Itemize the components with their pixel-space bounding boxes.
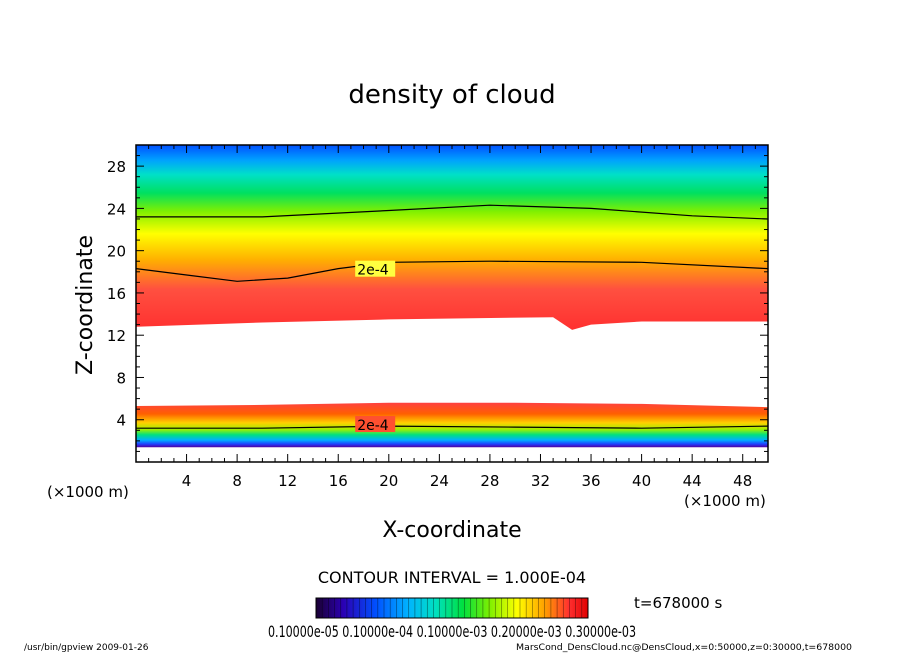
- plot-area: 2e-4 2e-4: [136, 145, 768, 448]
- contour-label-bg: [355, 260, 396, 277]
- x-tick-label: 40: [632, 472, 651, 490]
- x-tick-label: 8: [232, 472, 242, 490]
- x-tick-label: 48: [733, 472, 752, 490]
- footer-left: /usr/bin/gpview 2009-01-26: [24, 643, 149, 653]
- lower-cloud-layer: [136, 402, 768, 448]
- y-tick-label: 16: [107, 285, 126, 303]
- colorbar-tick-lines: [321, 598, 583, 618]
- contour-line-lower-2e-4: [136, 425, 768, 429]
- y-tick-label: 28: [107, 158, 126, 176]
- contour-label-bg: [355, 416, 396, 433]
- x-axis-unit-left: (×1000 m): [47, 483, 129, 501]
- x-tick-label: 16: [329, 472, 348, 490]
- y-axis-label: Z-coordinate: [73, 235, 98, 375]
- x-tick-label: 44: [683, 472, 702, 490]
- y-tick-label: 4: [116, 412, 126, 430]
- colorbar-tick-labels: 0.10000e-05 0.10000e-04 0.10000e-03 0.20…: [268, 622, 636, 641]
- x-tick-label: 24: [430, 472, 449, 490]
- y-tick-label: 12: [107, 327, 126, 345]
- y-tick-label: 20: [107, 243, 126, 261]
- x-axis-unit-right: (×1000 m): [684, 492, 766, 510]
- contour-label: 2e-4: [357, 418, 389, 434]
- x-tick-label: 28: [480, 472, 499, 490]
- footer-right: MarsCond_DensCloud.nc@DensCloud,x=0:5000…: [516, 643, 852, 653]
- x-tick-label: 36: [581, 472, 600, 490]
- contour-line-upper-2e-4: [136, 260, 768, 282]
- x-tick-label: 32: [531, 472, 550, 490]
- x-tick-label: 12: [278, 472, 297, 490]
- y-tick-label: 8: [116, 369, 126, 387]
- upper-cloud-layer: [136, 145, 768, 330]
- y-tick-label: 24: [107, 200, 126, 218]
- time-label: t=678000 s: [634, 594, 722, 612]
- x-axis-label: X-coordinate: [382, 518, 521, 543]
- contour-interval-text: CONTOUR INTERVAL = 1.000E-04: [318, 568, 586, 587]
- contour-line-upper-1e-4: [136, 204, 768, 220]
- chart-title: density of cloud: [348, 80, 555, 110]
- x-tick-label: 20: [379, 472, 398, 490]
- contour-label: 2e-4: [357, 263, 389, 279]
- x-tick-label: 4: [182, 472, 192, 490]
